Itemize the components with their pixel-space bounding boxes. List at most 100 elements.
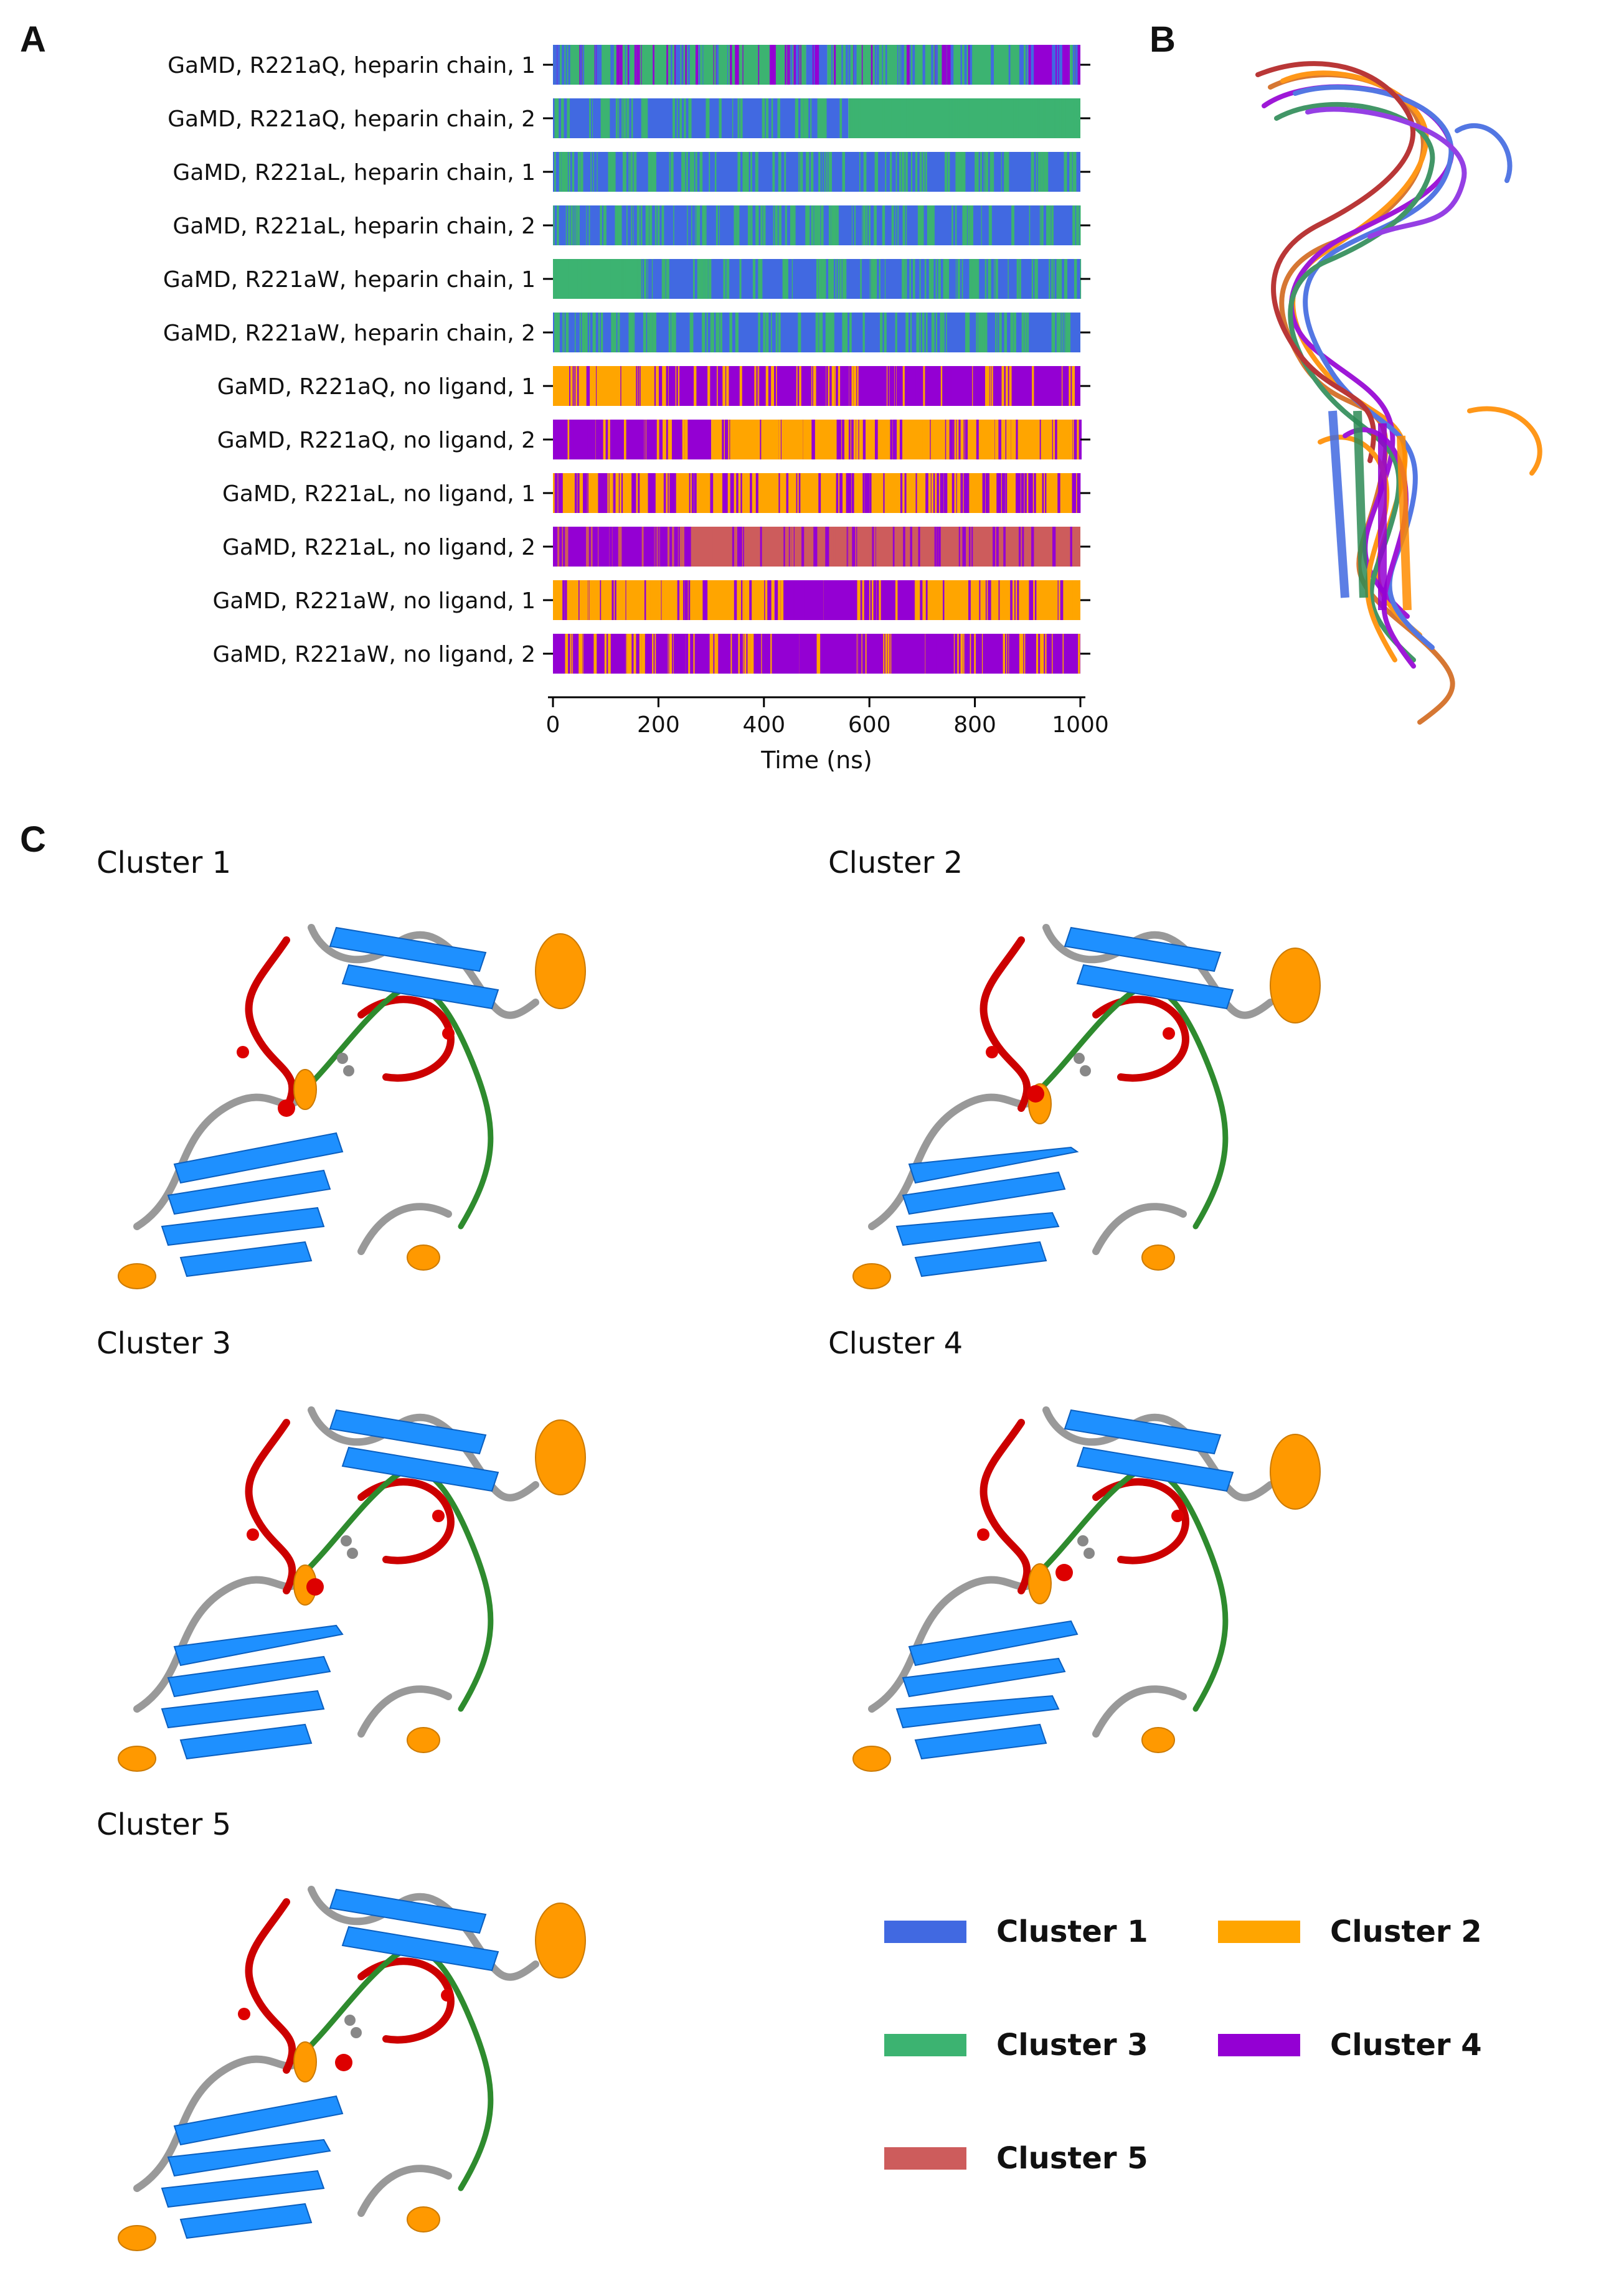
timeline-row (553, 313, 1080, 352)
timeline-frame-stripe (1004, 313, 1008, 352)
timeline-frame-stripe (931, 313, 935, 352)
timeline-frame-stripe (669, 152, 671, 192)
timeline-frame-stripe (692, 366, 693, 406)
timeline-frame-stripe (565, 527, 569, 567)
timeline-frame-stripe (923, 313, 925, 352)
timeline-frame-stripe (902, 259, 905, 299)
timeline-frame-stripe (836, 366, 838, 406)
timeline-frame-stripe (930, 473, 932, 513)
timeline-frame-stripe (692, 580, 695, 620)
timeline-frame-stripe (861, 45, 863, 85)
timeline-frame-stripe (991, 420, 994, 459)
timeline-frame-stripe (883, 580, 885, 620)
timeline-frame-stripe (931, 45, 933, 85)
timeline-frame-stripe (580, 420, 583, 459)
timeline-frame-stripe (743, 527, 744, 567)
timeline-frame-stripe (932, 527, 935, 567)
timeline-frame-stripe (752, 259, 756, 299)
timeline-frame-stripe (616, 98, 618, 138)
timeline-row (553, 580, 1080, 620)
timeline-frame-stripe (590, 152, 592, 192)
timeline-frame-stripe (976, 580, 980, 620)
timeline-frame-stripe (801, 527, 805, 567)
timeline-frame-stripe (902, 366, 905, 406)
timeline-frame-stripe (692, 634, 694, 674)
timeline-frame-stripe (942, 580, 945, 620)
timeline-frame-stripe (965, 313, 967, 352)
timeline-frame-stripe (871, 580, 874, 620)
row-label: GaMD, R221aW, heparin chain, 2 (163, 321, 536, 346)
timeline-frame-stripe (749, 580, 752, 620)
timeline-frame-stripe (1064, 98, 1067, 138)
timeline-frame-stripe (598, 473, 601, 513)
timeline-frame-stripe (751, 634, 754, 674)
timeline-frame-stripe (998, 366, 1001, 406)
timeline-frame-stripe (1016, 259, 1019, 299)
timeline-frame-stripe (653, 473, 656, 513)
timeline-frame-stripe (702, 580, 705, 620)
timeline-frame-stripe (603, 98, 606, 138)
timeline-frame-stripe (658, 634, 659, 674)
timeline-frame-stripe (735, 45, 739, 85)
timeline-frame-stripe (559, 152, 562, 192)
timeline-frame-stripe (955, 152, 958, 192)
timeline-frame-stripe (976, 313, 978, 352)
timeline-frame-stripe (986, 366, 989, 406)
timeline-row (553, 205, 1081, 245)
timeline-frame-stripe (636, 259, 640, 299)
timeline-frame-stripe (623, 420, 626, 459)
timeline-frame-stripe (661, 259, 665, 299)
timeline-frame-stripe (963, 473, 967, 513)
timeline-frame-stripe (885, 634, 886, 674)
timeline-frame-stripe (951, 420, 953, 459)
timeline-frame-stripe (1009, 634, 1012, 674)
timeline-frame-stripe (1047, 527, 1049, 567)
timeline-frame-stripe (922, 152, 925, 192)
timeline-frame-stripe (620, 45, 623, 85)
timeline-frame-stripe (988, 205, 991, 245)
timeline-frame-stripe (1013, 313, 1016, 352)
timeline-frame-stripe (695, 45, 699, 85)
timeline-segment (806, 98, 849, 138)
timeline-frame-stripe (945, 259, 948, 299)
timeline-frame-stripe (1013, 580, 1015, 620)
timeline-frame-stripe (707, 366, 710, 406)
timeline-frame-stripe (890, 420, 893, 459)
timeline-frame-stripe (818, 259, 822, 299)
timeline-frame-stripe (974, 580, 977, 620)
timeline-frame-stripe (1041, 634, 1044, 674)
timeline-frame-stripe (620, 366, 622, 406)
timeline-frame-stripe (1059, 259, 1062, 299)
timeline-frame-stripe (1030, 580, 1034, 620)
timeline-frame-stripe (1019, 580, 1021, 620)
timeline-frame-stripe (813, 527, 814, 567)
timeline-frame-stripe (793, 580, 795, 620)
timeline-frame-stripe (874, 45, 877, 85)
timeline-frame-stripe (1054, 98, 1055, 138)
timeline-frame-stripe (602, 420, 603, 459)
timeline-frame-stripe (698, 205, 701, 245)
timeline-frame-stripe (567, 420, 570, 459)
timeline-frame-stripe (692, 259, 695, 299)
timeline-frame-stripe (943, 259, 945, 299)
timeline-frame-stripe (618, 527, 622, 567)
timeline-frame-stripe (684, 580, 688, 620)
timeline-frame-stripe (591, 366, 593, 406)
timeline-frame-stripe (910, 313, 912, 352)
timeline-frame-stripe (998, 420, 1001, 459)
timeline-frame-stripe (799, 366, 801, 406)
timeline-frame-stripe (699, 152, 703, 192)
timeline-frame-stripe (802, 580, 805, 620)
timeline-frame-stripe (808, 634, 811, 674)
timeline-frame-stripe (564, 152, 567, 192)
timeline-frame-stripe (901, 45, 904, 85)
timeline-frame-stripe (674, 580, 676, 620)
timeline-frame-stripe (1077, 420, 1079, 459)
timeline-frame-stripe (872, 259, 876, 299)
timeline-frame-stripe (760, 420, 762, 459)
timeline-frame-stripe (953, 420, 955, 459)
timeline-frame-stripe (621, 259, 623, 299)
timeline-frame-stripe (835, 259, 837, 299)
timeline-row (553, 420, 1082, 459)
legend-item-cluster-2: Cluster 2 (1218, 1914, 1482, 1949)
